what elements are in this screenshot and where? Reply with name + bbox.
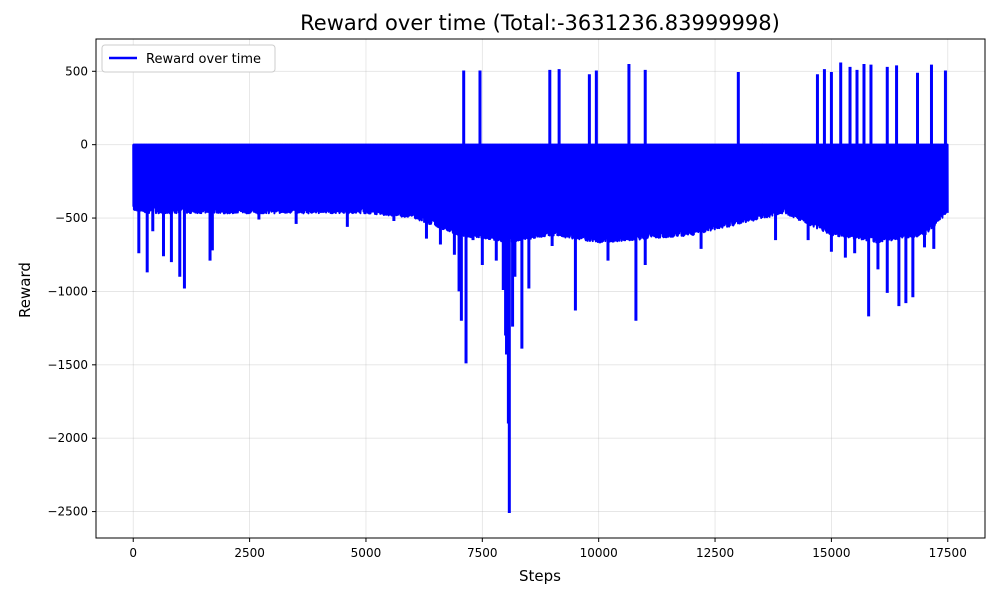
series-layer (132, 62, 949, 514)
y-tick-label: −500 (55, 211, 88, 225)
y-axis-ticks: 500 0 −500 −1000 −1500 −2000 −2500 (47, 64, 96, 519)
x-tick-label: 2500 (234, 546, 265, 560)
x-axis-ticks: 0 2500 5000 7500 10000 12500 15000 17500 (129, 538, 967, 560)
y-tick-label: 0 (80, 138, 88, 152)
legend-label: Reward over time (146, 52, 261, 67)
x-tick-label: 7500 (467, 546, 498, 560)
x-tick-label: 15000 (812, 546, 850, 560)
y-tick-label: −1500 (47, 358, 88, 372)
y-tick-label: 500 (65, 64, 88, 78)
series-line-reward (132, 143, 949, 244)
x-tick-label: 0 (129, 546, 137, 560)
x-tick-label: 10000 (580, 546, 618, 560)
x-axis-label: Steps (519, 567, 561, 585)
plot-frame (95, 38, 986, 539)
y-tick-label: −2500 (47, 505, 88, 519)
y-axis-label: Reward (16, 262, 34, 318)
y-tick-label: −1000 (47, 284, 88, 298)
chart-title: Reward over time (Total:-3631236.8399999… (300, 11, 780, 35)
x-tick-label: 12500 (696, 546, 734, 560)
legend: Reward over time (101, 44, 276, 73)
x-tick-label: 17500 (929, 546, 967, 560)
y-tick-label: −2000 (47, 431, 88, 445)
grid (96, 39, 985, 538)
legend-box (101, 44, 276, 73)
x-tick-label: 5000 (351, 546, 382, 560)
